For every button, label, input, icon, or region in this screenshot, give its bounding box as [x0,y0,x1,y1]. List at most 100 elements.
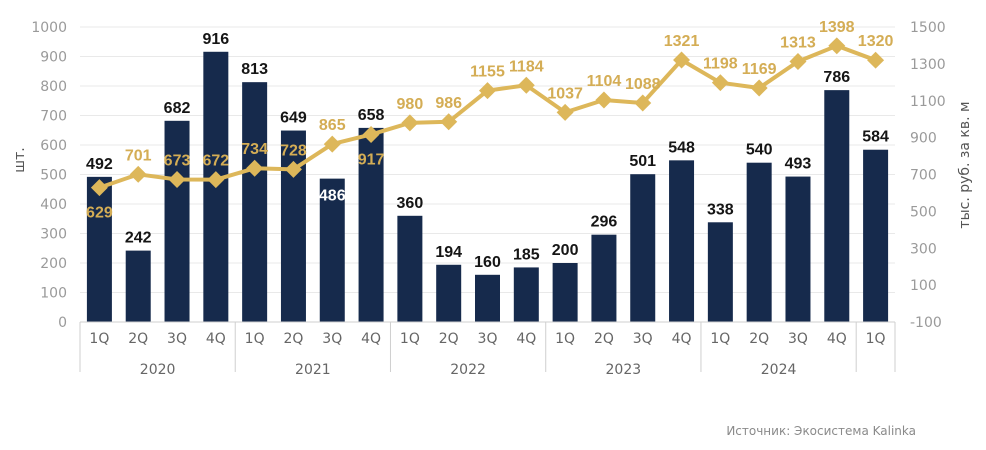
line-value-label: 673 [164,152,191,169]
line-marker [362,126,380,143]
line-marker [634,94,652,112]
line-value-label: 865 [319,117,346,134]
y-right-tick-label: 1500 [910,20,946,36]
year-label: 2022 [450,362,486,378]
line-value-label: 980 [397,96,424,113]
bar-value-label: 160 [474,254,501,271]
source-note: Источник: Экосистема Kalinka [726,424,916,438]
line-marker [401,114,419,132]
bar-value-label: 786 [823,69,850,86]
x-tick-label: 4Q [827,331,847,347]
x-tick-label: 3Q [322,331,342,347]
bar-value-label: 649 [280,110,307,127]
bar-value-label: 548 [668,139,695,156]
x-tick-label: 1Q [89,331,109,347]
line-marker [479,82,496,100]
year-label: 2021 [295,362,331,378]
y-left-tick-label: 400 [40,197,67,213]
x-tick-label: 2Q [128,331,148,347]
y-axis-left-label: шт. [12,147,28,172]
y-right-tick-label: 700 [910,168,937,184]
axes: 0 100 200 300 400 500 600 700 800 900 1000 -100 100 3… [31,20,945,378]
y-left-tick-label: 300 [40,227,67,243]
bar-value-label: 185 [513,246,540,263]
line-value-label: 672 [202,153,229,170]
y-left-tick-label: 600 [40,138,67,154]
line-marker [711,74,729,92]
bar-value-label: 501 [629,153,656,170]
bar-value-label: 200 [552,242,579,259]
line-marker [284,160,302,178]
bar [358,127,384,322]
y-right-tick-label: 1300 [910,57,946,73]
y-axis-right-label: тыс. руб. за кв. м [957,101,973,228]
line-series [90,37,885,197]
bar-value-label: 242 [125,230,152,247]
line-marker [556,103,574,121]
bar [591,234,617,322]
line-marker [440,113,458,131]
line-marker [867,51,885,69]
y-right-tick-label: -100 [910,315,942,331]
x-tick-label: 4Q [361,331,381,347]
x-tick-label: 1Q [866,331,886,347]
bar [86,176,112,322]
x-tick-label: 1Q [245,331,265,347]
bar [707,222,733,322]
y-right-tick-label: 500 [910,204,937,220]
bar-value-label: 540 [746,142,773,159]
bar-value-label: 916 [202,31,229,48]
line-value-label: 1104 [587,73,622,90]
bar [242,82,268,322]
bar [513,267,539,322]
line-marker [789,52,807,70]
y-left-tick-label: 1000 [31,20,67,36]
y-right-tick-label: 100 [910,278,937,294]
bar [552,263,578,322]
y-right-tick-label: 300 [910,241,937,257]
line-value-label: 1037 [547,85,583,102]
x-tick-label: 1Q [555,331,575,347]
y-left-tick-label: 800 [40,79,67,95]
bar-value-label: 338 [707,201,734,218]
line-value-label: 1155 [470,64,505,81]
line-marker [517,76,535,94]
bar [164,120,190,322]
x-tick-label: 4Q [516,331,536,347]
bar [397,215,423,322]
bar-value-label: 813 [241,61,268,78]
x-tick-label: 1Q [400,331,420,347]
y-left-tick-label: 500 [40,168,67,184]
y-left-tick-label: 0 [58,315,67,331]
line-value-label: 1398 [819,19,855,36]
line-marker [129,165,147,183]
bar-value-label: 658 [358,107,385,124]
x-tick-label: 2Q [439,331,459,347]
line-marker [207,171,225,189]
line-value-label: 728 [280,142,307,159]
x-tick-label: 4Q [206,331,226,347]
line-marker [673,51,691,69]
y-right-tick-label: 900 [910,131,937,147]
line-value-label: 629 [86,205,113,222]
line-value-label: 1198 [703,56,738,73]
bar [475,274,500,322]
bar [669,160,695,322]
x-tick-label: 1Q [710,331,730,347]
line-marker [828,37,846,55]
bar-value-label: 584 [862,129,889,146]
line-value-label: 1321 [664,33,700,50]
line-marker [750,79,768,97]
line-marker [595,91,613,109]
bar-series [86,51,889,322]
year-label: 2024 [761,362,797,378]
bar [436,264,462,322]
bar-value-label: 492 [86,156,113,173]
y-left-tick-label: 200 [40,256,67,272]
line-value-label: 1313 [780,34,816,51]
y-left-tick-label: 100 [40,286,67,302]
bar-value-label: 486 [319,188,346,205]
bar [746,162,772,322]
year-label: 2023 [606,362,642,378]
